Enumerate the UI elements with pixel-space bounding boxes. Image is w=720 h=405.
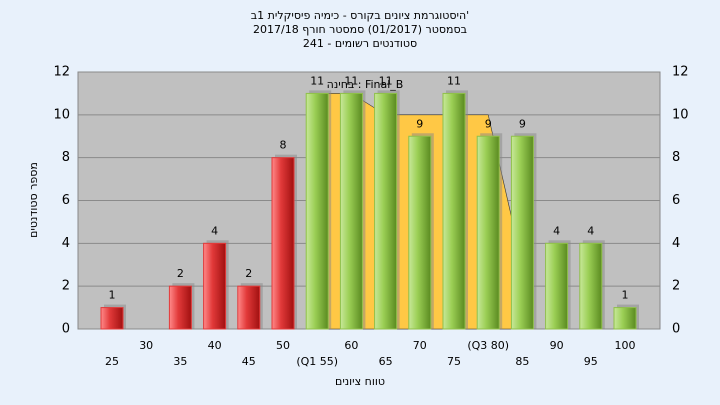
x-tick-label: 70: [413, 339, 427, 352]
y-tick-label: 0: [62, 322, 70, 337]
y-tick-label: 12: [53, 65, 70, 80]
value-label: 2: [177, 267, 184, 280]
y2-tick-label: 0: [672, 322, 680, 337]
value-label: 1: [622, 289, 629, 302]
value-label: 11: [379, 74, 393, 87]
x-tick-label: 25: [105, 355, 119, 368]
x-tick-label: 90: [550, 339, 564, 352]
bar: [203, 242, 227, 330]
bar: [579, 242, 603, 330]
title-line: בסמסטר (01/2017) סמסטר חורף 2017/18: [253, 23, 467, 36]
value-label: 4: [587, 224, 594, 237]
x-tick-label: 45: [242, 355, 256, 368]
x-tick-label: 75: [447, 355, 461, 368]
bar: [168, 285, 192, 330]
value-label: 1: [109, 289, 116, 302]
value-label: 4: [553, 224, 560, 237]
y2-tick-label: 10: [672, 107, 689, 122]
bar: [339, 92, 363, 330]
x-tick-label: 30: [139, 339, 153, 352]
value-label: 4: [211, 224, 218, 237]
title-line: סטודנטים רשומים - 241: [303, 37, 417, 50]
value-label: 11: [344, 74, 358, 87]
y-tick-label: 6: [62, 193, 70, 208]
value-label: 11: [447, 74, 461, 87]
y-tick-label: 10: [53, 107, 70, 122]
bar: [237, 285, 261, 330]
annotation: בחינה : Final_B: [327, 78, 404, 91]
value-label: 9: [485, 117, 492, 130]
y2-tick-label: 8: [672, 150, 680, 165]
x-tick-label: 50: [276, 339, 290, 352]
y-tick-label: 2: [62, 279, 70, 294]
x-tick-label: 65: [379, 355, 393, 368]
x-tick-label: 40: [208, 339, 222, 352]
x-tick-label: (Q3 80): [467, 339, 509, 352]
bar: [374, 92, 398, 330]
bar: [476, 135, 500, 330]
bar: [510, 135, 534, 330]
bar: [408, 135, 432, 330]
x-tick-label: 85: [515, 355, 529, 368]
x-tick-label: (Q1 55): [296, 355, 338, 368]
value-label: 8: [280, 139, 287, 152]
value-label: 9: [519, 117, 526, 130]
value-label: 9: [416, 117, 423, 130]
y2-tick-label: 4: [672, 236, 680, 251]
y-axis-label: מספר סטודנטים: [27, 162, 40, 238]
y2-tick-label: 12: [672, 65, 689, 80]
y2-tick-label: 6: [672, 193, 680, 208]
y2-tick-label: 2: [672, 279, 680, 294]
bar: [271, 157, 295, 330]
x-tick-label: 95: [584, 355, 598, 368]
bar: [100, 307, 124, 330]
x-axis-label: טווח ציונים: [335, 375, 385, 388]
y-tick-label: 4: [62, 236, 70, 251]
title-line: היסטוגרמת ציונים בקורס - כימיה פיסיקלית …: [251, 9, 469, 22]
bar: [545, 242, 569, 330]
bar: [442, 92, 466, 330]
bar: [305, 92, 329, 330]
x-tick-label: 35: [173, 355, 187, 368]
y-tick-label: 8: [62, 150, 70, 165]
bar: [613, 307, 637, 330]
x-tick-label: 100: [615, 339, 636, 352]
value-label: 11: [310, 74, 324, 87]
x-tick-label: 60: [344, 339, 358, 352]
value-label: 2: [245, 267, 252, 280]
